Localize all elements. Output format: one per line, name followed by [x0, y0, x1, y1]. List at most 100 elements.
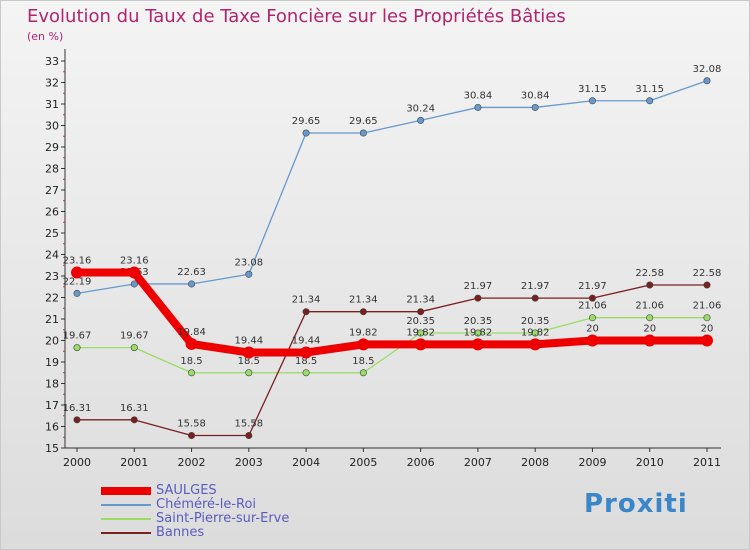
data-point [130, 416, 138, 424]
data-label: 21.06 [693, 301, 722, 312]
data-point [71, 266, 83, 279]
data-point [474, 103, 482, 111]
legend-label: SAULGES [156, 483, 217, 498]
x-tick-label: 2001 [120, 456, 148, 469]
y-tick-label: 30 [45, 120, 59, 133]
data-label: 23.16 [63, 256, 92, 267]
data-label: 30.24 [406, 103, 435, 114]
data-point [359, 308, 367, 316]
data-label: 21.97 [464, 281, 493, 292]
data-point [128, 266, 141, 279]
data-label: 15.58 [177, 419, 206, 430]
y-tick-label: 19 [45, 356, 59, 369]
data-point [302, 129, 310, 137]
data-point [646, 97, 654, 105]
data-label: 20.35 [464, 316, 493, 327]
data-label: 20 [586, 324, 599, 335]
data-point [300, 346, 313, 359]
data-point [302, 369, 310, 377]
data-point [245, 369, 253, 377]
data-label: 29.65 [292, 116, 321, 127]
data-point [188, 432, 196, 440]
y-tick-label: 31 [45, 98, 59, 111]
data-point [588, 97, 596, 105]
y-tick-label: 22 [45, 292, 59, 305]
data-label: 16.31 [120, 403, 149, 414]
data-point [73, 289, 81, 297]
data-point [474, 329, 482, 337]
data-point [531, 294, 539, 302]
data-point [703, 77, 711, 85]
data-point [245, 432, 253, 440]
data-point [73, 416, 81, 424]
legend-item: Saint-Pierre-sur-Erve [101, 512, 289, 526]
y-tick-label: 29 [45, 141, 59, 154]
data-point [703, 314, 711, 322]
data-point [471, 338, 484, 351]
y-tick-label: 20 [45, 335, 59, 348]
y-tick-label: 15 [45, 442, 59, 455]
x-tick-label: 2003 [235, 456, 263, 469]
data-label: 22.58 [635, 268, 664, 279]
data-point [586, 334, 599, 347]
data-label: 19.44 [292, 336, 321, 347]
x-tick-label: 2008 [521, 456, 549, 469]
data-label: 19.82 [406, 327, 435, 338]
series-line-0 [77, 268, 707, 357]
x-tick-label: 2011 [693, 456, 721, 469]
data-label: 15.58 [234, 419, 263, 430]
data-point [414, 338, 427, 351]
data-label: 20 [643, 324, 656, 335]
legend-swatch [101, 532, 151, 534]
series-line-2 [77, 317, 707, 374]
x-tick-label: 2004 [292, 456, 320, 469]
legend-label: Chéméré-le-Roi [156, 497, 257, 512]
logo-text: Proxiti [584, 489, 688, 519]
y-tick-label: 26 [45, 206, 59, 219]
data-label: 22.19 [63, 276, 92, 287]
data-point [529, 338, 542, 351]
data-point [242, 346, 255, 359]
data-point [646, 314, 654, 322]
data-point [130, 344, 138, 352]
y-tick-label: 16 [45, 421, 59, 434]
chart-legend: SAULGES Chéméré-le-Roi Saint-Pierre-sur-Er… [101, 484, 289, 540]
data-label: 30.84 [464, 90, 493, 101]
data-label: 23.16 [120, 256, 149, 267]
data-label: 21.34 [349, 295, 378, 306]
data-label: 22.58 [693, 268, 722, 279]
y-tick-label: 32 [45, 77, 59, 90]
data-point [417, 308, 425, 316]
legend-item: SAULGES [101, 484, 289, 498]
data-label: 31.15 [635, 84, 664, 95]
data-label: 18.5 [295, 356, 317, 367]
data-point [73, 344, 81, 352]
data-label: 31.15 [578, 84, 607, 95]
legend-swatch [101, 504, 151, 506]
data-point [474, 294, 482, 302]
data-label: 18.5 [180, 356, 202, 367]
data-label: 19.44 [234, 336, 263, 347]
y-tick-label: 24 [45, 249, 59, 262]
data-point [302, 308, 310, 316]
legend-label: Saint-Pierre-sur-Erve [156, 511, 290, 526]
data-label: 19.67 [120, 331, 149, 342]
data-label: 19.84 [177, 327, 206, 338]
y-tick-label: 18 [45, 378, 59, 391]
x-tick-label: 2000 [63, 456, 91, 469]
data-label: 20.35 [406, 316, 435, 327]
data-point [357, 338, 370, 351]
data-point [359, 369, 367, 377]
data-point [245, 270, 253, 278]
data-point [417, 116, 425, 124]
legend-swatch [101, 487, 151, 495]
x-tick-label: 2007 [464, 456, 492, 469]
chart-subtitle: (en %) [27, 30, 64, 43]
y-tick-label: 17 [45, 399, 59, 412]
data-point [531, 103, 539, 111]
data-label: 18.5 [238, 356, 260, 367]
legend-swatch [101, 518, 151, 520]
data-label: 19.82 [349, 327, 378, 338]
data-point [188, 280, 196, 288]
